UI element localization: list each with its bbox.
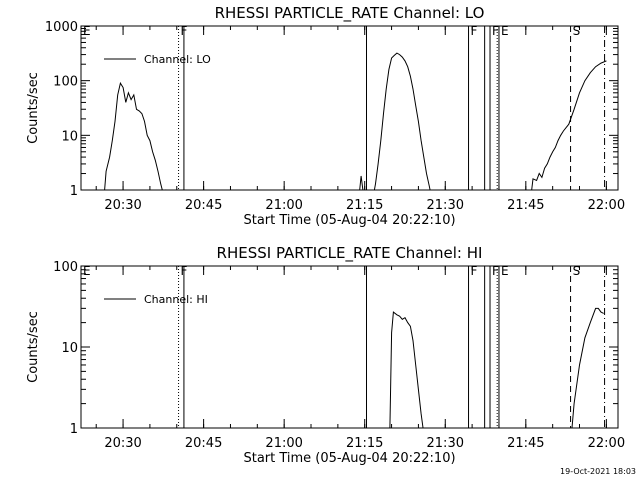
x-tick-label: 21:15 [346, 436, 383, 451]
chart-panel-1: RHESSI PARTICLE_RATE Channel: LO 20:30 20:… [26, 4, 625, 228]
x-tick-label: 20:30 [104, 436, 141, 451]
x-tick-label: 20:45 [185, 198, 222, 213]
series-line [571, 307, 604, 428]
x-tick-label: 21:30 [427, 198, 464, 213]
marker-flag-e: E [83, 264, 91, 278]
generated-timestamp: 19-Oct-2021 18:03 [560, 467, 636, 476]
x-tick-label: 21:45 [507, 436, 544, 451]
x-tick-label: 22:00 [588, 436, 625, 451]
marker-flag-e: E [83, 24, 91, 38]
plot-frame [80, 265, 619, 429]
series-line [104, 81, 167, 190]
x-tick-label: 21:00 [265, 436, 302, 451]
legend-label: Channel: LO [144, 53, 211, 66]
marker-flag-f: F [471, 24, 478, 38]
series-line [359, 52, 431, 190]
chart-panel-2: RHESSI PARTICLE_RATE Channel: HI 20:30 20:… [26, 244, 625, 466]
y-axis-label: Counts/sec [26, 72, 41, 144]
plot-frame [80, 25, 619, 191]
x-tick-label: 21:45 [507, 198, 544, 213]
marker-flag-s: S [573, 24, 581, 38]
marker-flag-f: F [492, 264, 499, 278]
chart-title: RHESSI PARTICLE_RATE Channel: LO [215, 4, 485, 23]
marker-flag-s: S [573, 264, 581, 278]
x-axis-label: Start Time (05-Aug-04 20:22:10) [243, 451, 455, 466]
y-tick-label: 1 [70, 184, 78, 199]
x-axis-label: Start Time (05-Aug-04 20:22:10) [243, 213, 455, 228]
y-tick-label: 100 [53, 260, 78, 275]
legend-label: Channel: HI [144, 293, 208, 306]
y-tick-label: 100 [53, 75, 78, 90]
y-tick-label: 10 [61, 129, 78, 144]
y-axis-label: Counts/sec [26, 311, 41, 383]
chart-title: RHESSI PARTICLE_RATE Channel: HI [217, 244, 483, 263]
x-tick-label: 21:15 [346, 198, 383, 213]
x-tick-label: 21:30 [427, 436, 464, 451]
x-tick-label: 21:00 [265, 198, 302, 213]
x-tick-label: 22:00 [588, 198, 625, 213]
marker-flag-e: E [501, 24, 509, 38]
x-tick-label: 20:45 [185, 436, 222, 451]
y-tick-label: 10 [61, 341, 78, 356]
y-tick-label: 1 [70, 422, 78, 437]
marker-flag-f: F [471, 264, 478, 278]
marker-flag-e: E [501, 264, 509, 278]
series-line [531, 60, 607, 190]
marker-flag-f: F [492, 24, 499, 38]
y-tick-label: 1000 [45, 20, 78, 35]
series-line [389, 311, 424, 428]
x-tick-label: 20:30 [104, 198, 141, 213]
